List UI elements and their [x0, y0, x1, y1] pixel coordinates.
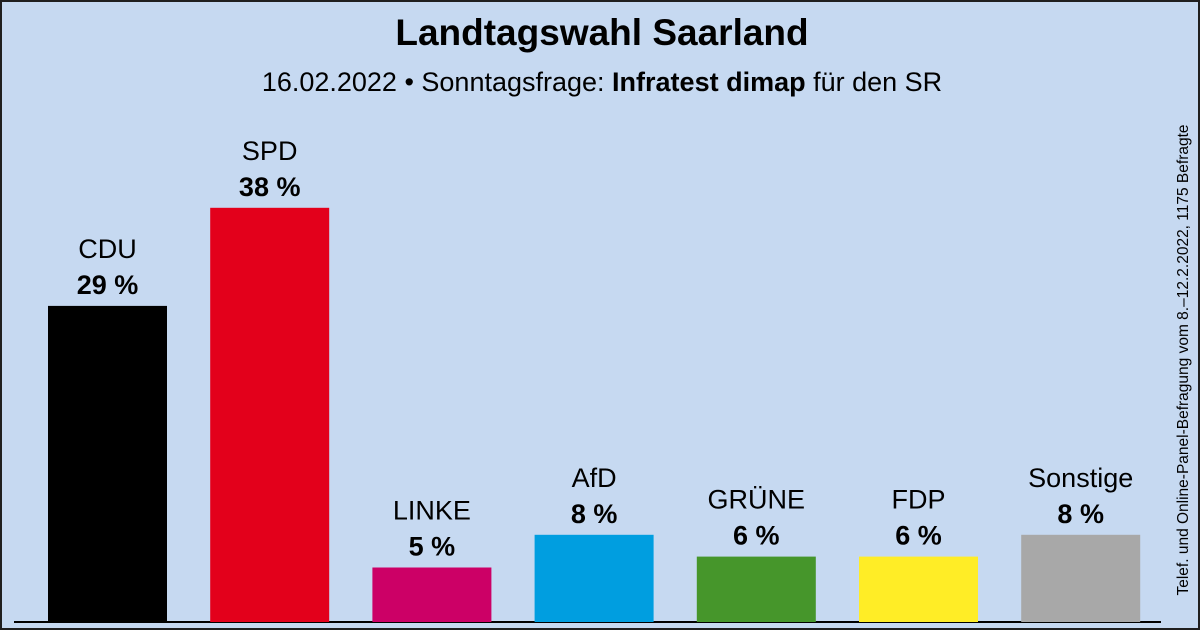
value-label-gr-ne: 6 % [733, 521, 780, 551]
bar-group-fdp: 6 % FDP [859, 485, 978, 622]
bar-group-cdu: 29 % CDU [48, 234, 167, 622]
bar-group-linke: 5 % LINKE [372, 496, 492, 622]
party-label-linke: LINKE [393, 496, 471, 526]
party-label-spd: SPD [242, 136, 298, 166]
value-label-fdp: 6 % [895, 521, 942, 551]
value-label-afd: 8 % [571, 499, 618, 529]
bars-layer: 29 % CDU 38 % SPD 5 % LINKE 8 % AfD 6 % GRÜNE 6 % F… [48, 136, 1141, 623]
value-label-cdu: 29 % [77, 270, 139, 300]
chart-title: Landtagswahl Saarland [395, 12, 809, 53]
chart-subtitle: 16.02.2022 • Sonntagsfrage: Infratest di… [2, 67, 1198, 98]
value-label-linke: 5 % [409, 532, 456, 562]
bar-afd [534, 534, 654, 622]
party-label-cdu: CDU [78, 234, 137, 264]
bar-fdp [859, 556, 978, 622]
bar-group-afd: 8 % AfD [534, 463, 654, 622]
value-label-spd: 38 % [239, 172, 301, 202]
bar-sonstige [1021, 534, 1141, 622]
party-label-gr-ne: GRÜNE [708, 485, 806, 515]
subtitle-client: für den SR [805, 67, 943, 97]
subtitle-date-question: 16.02.2022 • Sonntagsfrage: [261, 67, 613, 97]
subtitle-institute: Infratest dimap [612, 67, 806, 97]
bar-spd [210, 207, 330, 623]
bar-group-sonstige: 8 % Sonstige [1021, 463, 1141, 622]
bar-cdu [48, 305, 167, 622]
bar-group-gr-ne: 6 % GRÜNE [696, 485, 816, 622]
party-label-sonstige: Sonstige [1028, 463, 1133, 493]
party-label-fdp: FDP [892, 485, 946, 515]
value-label-sonstige: 8 % [1057, 499, 1104, 529]
party-label-afd: AfD [572, 463, 617, 493]
bar-gr-ne [696, 556, 816, 622]
bar-linke [372, 567, 492, 622]
bar-group-spd: 38 % SPD [210, 136, 330, 623]
